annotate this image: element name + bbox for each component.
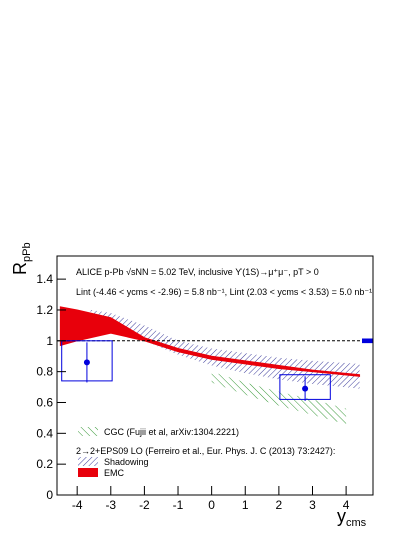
info-line: Lint (-4.46 < ycms < -2.96) = 5.8 nb⁻¹, … [76,287,372,297]
legend-label: EMC [104,468,125,478]
x-label-sub: cms [346,517,367,529]
global-uncertainty [362,338,373,344]
band [211,371,347,425]
y-tick-label: 1.2 [36,303,53,317]
y-tick-label: 0.6 [36,395,53,409]
x-tick-label: 2 [276,498,283,512]
y-tick-label: 1.4 [36,272,53,286]
legend-swatch [78,468,98,477]
x-label-main: y [337,506,346,526]
data-point [302,385,309,392]
y-label-main: R [10,262,30,275]
data-point [83,359,90,366]
legend-header: 2→2+EPS09 LO (Ferreiro et al., Eur. Phys… [76,446,335,456]
x-tick-label: 4 [343,498,350,512]
info-line: ALICE p-Pb √sNN = 5.02 TeV, inclusive ϒ(… [76,267,319,277]
y-tick-label: 0 [46,488,53,502]
x-tick-label: 3 [309,498,316,512]
x-tick-label: -3 [105,498,116,512]
x-tick-label: 1 [242,498,249,512]
plot-area [57,306,373,425]
x-tick-label: -2 [139,498,150,512]
y-tick-label: 0.2 [36,457,53,471]
y-tick-label: 0.8 [36,365,53,379]
y-tick-label: 0.4 [36,426,53,440]
x-tick-label: -1 [173,498,184,512]
legend-swatch [78,457,98,466]
x-tick-label: -4 [72,498,83,512]
y-label-sub: pPb [21,242,33,262]
band [59,306,361,377]
y-tick-label: 1 [46,334,53,348]
x-tick-label: 0 [208,498,215,512]
legend-label: Shadowing [104,457,149,467]
x-axis-label: ycms [337,506,367,529]
legend-swatch [78,427,98,436]
legend-label: CGC (Fujii et al, arXiv:1304.2221) [104,427,239,437]
y-axis-label: RpPb [10,242,33,275]
frame [56,255,374,496]
